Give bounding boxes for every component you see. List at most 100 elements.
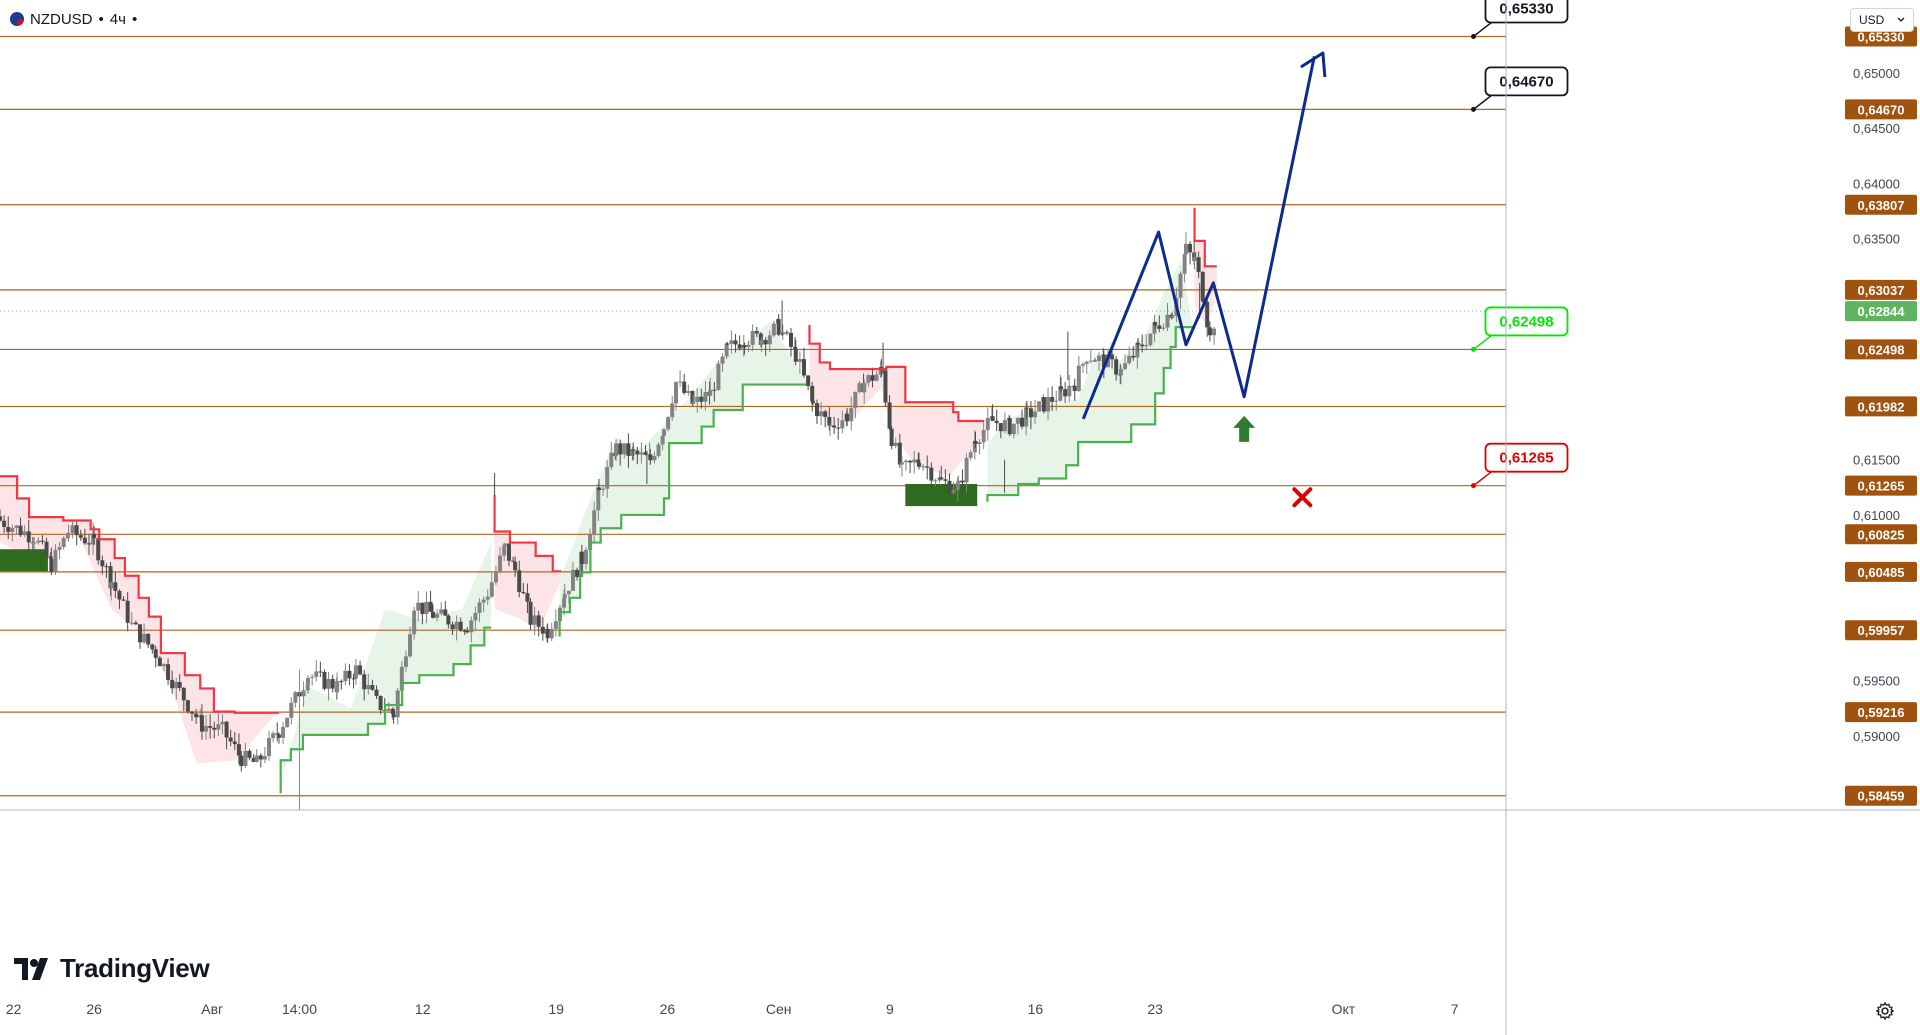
candle-body — [592, 510, 597, 535]
candle-body — [232, 741, 237, 745]
candle-body — [353, 665, 358, 679]
candle-body — [1136, 342, 1141, 345]
candle-body — [428, 601, 433, 612]
level-price-label: 0,59216 — [1858, 705, 1905, 720]
interval-label[interactable]: 4ч — [109, 10, 126, 28]
candle-body — [1192, 257, 1197, 261]
candle-body — [181, 687, 186, 701]
candle-body — [485, 596, 490, 600]
candle-body — [104, 566, 109, 568]
level-price-badge — [1845, 785, 1917, 806]
candle-body — [289, 702, 294, 718]
plot-area — [0, 35, 1506, 810]
price-tick-label: 0,59500 — [1853, 674, 1900, 689]
candle-body — [48, 556, 53, 559]
candle-body — [951, 490, 956, 493]
symbol-name: NZDUSD — [30, 10, 93, 28]
candle-body — [956, 480, 961, 483]
candle-body — [185, 700, 190, 712]
candle-body — [1007, 418, 1012, 435]
candle-body — [247, 750, 252, 758]
level-price-badge — [1845, 475, 1917, 496]
forecast-path — [1081, 56, 1316, 420]
supertrend-line-down — [808, 324, 985, 423]
candle-body — [53, 549, 58, 573]
candle-body — [1067, 385, 1072, 397]
candle-body — [1183, 243, 1188, 255]
candle-body — [601, 488, 606, 490]
time-tick-label: Авг — [201, 1001, 223, 1017]
candle-body — [815, 403, 820, 417]
candle-body — [806, 375, 811, 387]
candle-body — [1092, 360, 1097, 362]
candle-body — [212, 727, 217, 730]
candle-body — [990, 416, 995, 421]
currency-selector[interactable]: USD — [1850, 8, 1914, 32]
candle-body — [1123, 363, 1128, 370]
supertrend-line-down — [493, 495, 562, 573]
level-price-label: 0,61265 — [1858, 479, 1905, 494]
candle-body — [862, 382, 867, 393]
candle-body — [108, 566, 113, 589]
price-tick-label: 0,61500 — [1853, 453, 1900, 468]
candle-body — [845, 413, 850, 422]
candle-body — [1157, 325, 1162, 329]
callout-leader — [1473, 334, 1492, 351]
candle-body — [1076, 365, 1081, 391]
candle-body — [939, 477, 944, 480]
candle-body — [793, 346, 798, 349]
candle-body — [465, 631, 470, 633]
candle-body — [275, 733, 280, 735]
candle-body — [827, 416, 832, 426]
candle-body — [614, 443, 619, 457]
level-price-badge — [1845, 396, 1917, 417]
time-tick-label: Окт — [1332, 1001, 1356, 1017]
supertrend-line-up — [279, 626, 492, 794]
candle-body — [199, 715, 204, 732]
candle-body — [917, 462, 922, 467]
candle-body — [708, 389, 713, 396]
level-price-badge — [1845, 524, 1917, 545]
candle-body — [91, 533, 96, 545]
level-price-badge — [1845, 339, 1917, 360]
candle-body — [258, 755, 263, 760]
candle-body — [477, 602, 482, 613]
candle-body — [897, 442, 902, 465]
symbol-header[interactable]: NZDUSD • 4ч • — [10, 9, 137, 29]
tradingview-logo[interactable]: TradingView — [14, 953, 210, 984]
gear-icon[interactable] — [1874, 1000, 1896, 1022]
candle-body — [763, 339, 768, 345]
supertrend-fill-up-5 — [987, 260, 1193, 502]
candle-body — [767, 335, 772, 345]
candle-body — [65, 533, 70, 539]
candle-body — [635, 450, 640, 455]
candle-body — [254, 755, 259, 762]
supertrend-fill-up-3 — [559, 321, 807, 637]
level-price-label: 0,58459 — [1858, 789, 1905, 804]
candle-body — [968, 452, 973, 458]
price-tick-label: 0,64500 — [1853, 121, 1900, 136]
time-tick-label: 12 — [415, 1001, 431, 1017]
candle-body — [412, 610, 417, 635]
candle-body — [686, 391, 691, 393]
candle-body — [326, 679, 331, 689]
candle-body — [306, 677, 311, 685]
candle-body — [157, 657, 162, 667]
candle-body — [1140, 344, 1145, 347]
candle-body — [251, 757, 256, 762]
candle-body — [517, 570, 522, 593]
candle-body — [828, 425, 833, 427]
candle-body — [703, 392, 708, 402]
candle-body — [545, 628, 550, 639]
candle-body — [322, 671, 327, 689]
price-axis: 0,655000,650000,645000,640000,635000,615… — [1505, 0, 1917, 1035]
candle-body — [443, 609, 448, 616]
candle-body — [1015, 417, 1020, 424]
candle-body — [416, 602, 421, 611]
candle-body — [973, 440, 978, 444]
candle-body — [347, 670, 352, 679]
time-tick-label: 22 — [6, 1001, 22, 1017]
candle-body — [281, 727, 286, 738]
tradingview-logo-text: TradingView — [60, 953, 210, 983]
